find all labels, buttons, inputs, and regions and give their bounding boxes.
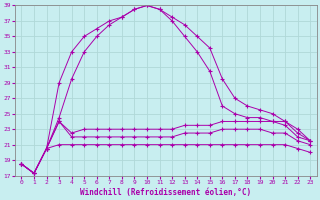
X-axis label: Windchill (Refroidissement éolien,°C): Windchill (Refroidissement éolien,°C) [80, 188, 252, 197]
